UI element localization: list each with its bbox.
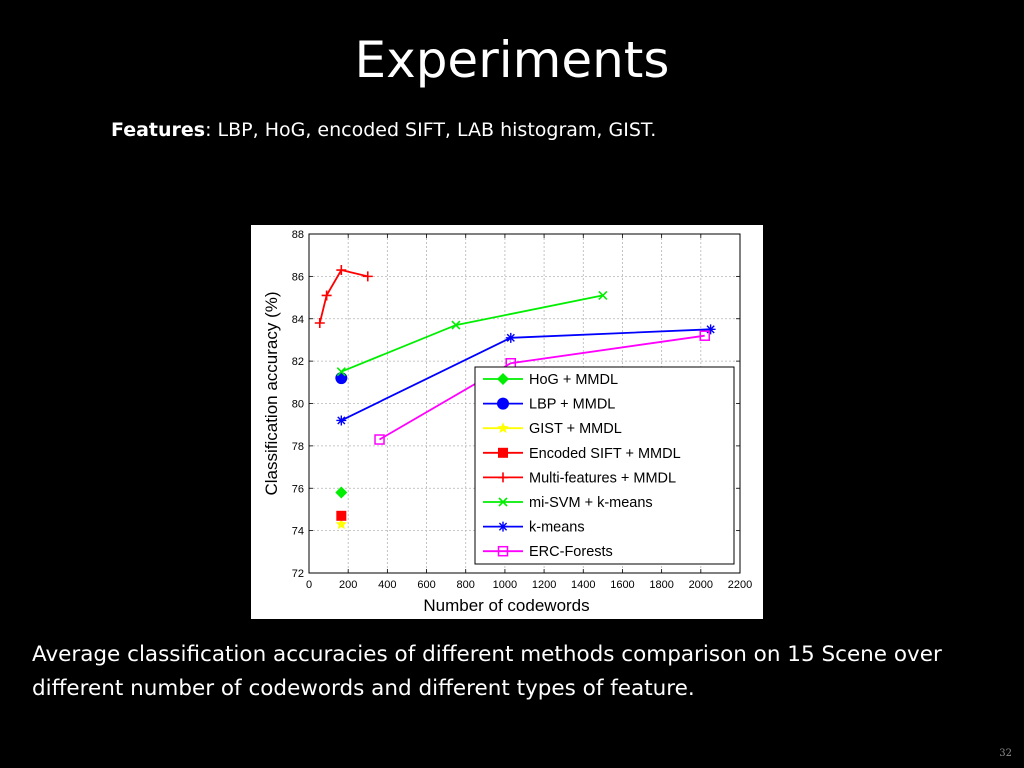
legend-marker <box>498 497 508 507</box>
slide-title: Experiments <box>354 31 670 89</box>
legend-box <box>474 366 735 565</box>
data-point <box>336 367 346 377</box>
legend-item: mi-SVM + k-means <box>483 495 653 511</box>
data-point <box>335 486 348 499</box>
legend-label: HoG + MMDL <box>529 372 618 388</box>
legend-label: ERC-Forests <box>529 544 613 560</box>
y-axis-label: Classification accuracy (%) <box>262 291 281 495</box>
legend-label: LBP + MMDL <box>529 397 615 413</box>
legend-label: Encoded SIFT + MMDL <box>529 446 681 462</box>
legend-label: Multi-features + MMDL <box>529 470 676 486</box>
data-point <box>374 434 385 445</box>
y-tick-label: 84 <box>292 314 304 326</box>
legend-marker <box>497 545 509 557</box>
series-line <box>318 268 369 324</box>
y-tick-label: 72 <box>292 568 304 580</box>
legend-item: GIST + MMDL <box>483 421 622 437</box>
chart-caption: Average classification accuracies of dif… <box>32 642 942 701</box>
legend-item: k-means <box>483 520 585 536</box>
x-tick-label: 1800 <box>649 579 673 591</box>
data-point <box>336 265 347 276</box>
features-text: : LBP, HoG, encoded SIFT, LAB histogram,… <box>205 119 657 141</box>
y-tick-label: 88 <box>292 229 304 241</box>
data-point <box>335 518 348 530</box>
y-tick-label: 80 <box>292 399 304 411</box>
legend-marker <box>498 447 508 458</box>
series-1 <box>335 372 348 385</box>
series-4 <box>314 265 373 328</box>
data-point <box>336 415 347 426</box>
y-tick-label: 76 <box>292 483 304 495</box>
data-point <box>598 290 608 301</box>
y-tick-label: 78 <box>292 441 304 453</box>
y-tick-label: 82 <box>292 356 304 368</box>
x-tick-label: 2000 <box>689 579 713 591</box>
series-3 <box>336 510 347 521</box>
legend-item: Encoded SIFT + MMDL <box>483 446 681 462</box>
legend-marker <box>497 373 509 385</box>
legend-label: k-means <box>529 520 585 536</box>
series-6 <box>336 324 716 426</box>
legend-marker <box>498 521 508 532</box>
chart-panel: 0 200 400 600 800 1000 1200 1400 1600 1800 2000 220… <box>251 225 763 619</box>
legend: HoG + MMDL LBP + MMDL GIST + MMDL Encoded S… <box>474 366 735 565</box>
y-tick-label: 86 <box>292 271 304 283</box>
data-point <box>336 510 347 521</box>
x-tick-label: 2200 <box>728 579 752 591</box>
x-tick-label: 800 <box>457 579 475 591</box>
x-tick-label: 1600 <box>610 579 634 591</box>
data-point <box>451 320 461 330</box>
legend-item: HoG + MMDL <box>483 372 618 388</box>
x-tick-label: 1000 <box>493 579 517 591</box>
features-label: Features <box>111 119 206 141</box>
data-point <box>335 372 348 385</box>
data-point <box>314 317 325 328</box>
series-5 <box>336 290 608 377</box>
x-tick-label: 200 <box>339 579 357 591</box>
legend-marker <box>498 472 508 483</box>
legend-item: Multi-features + MMDL <box>483 470 676 486</box>
data-point <box>505 332 516 343</box>
data-point <box>705 324 716 335</box>
features-line: Features: LBP, HoG, encoded SIFT, LAB hi… <box>111 117 656 143</box>
legend-label: mi-SVM + k-means <box>529 495 653 511</box>
legend-label: GIST + MMDL <box>529 421 622 437</box>
x-axis-label: Number of codewords <box>423 596 589 615</box>
axes-frame <box>308 233 741 574</box>
legend-marker <box>497 422 509 434</box>
accuracy-chart: 0 200 400 600 800 1000 1200 1400 1600 1800 2000 220… <box>262 229 752 615</box>
series-line <box>379 334 705 441</box>
x-tick-label: 1200 <box>532 579 556 591</box>
legend-marker <box>497 397 509 410</box>
legend-item: LBP + MMDL <box>483 397 615 413</box>
x-tick-label: 400 <box>378 579 396 591</box>
data-point <box>362 271 373 282</box>
series-2 <box>335 518 348 530</box>
x-tick-label: 600 <box>417 579 435 591</box>
slide-number: 32 <box>999 748 1012 759</box>
x-tick-label: 0 <box>306 579 312 591</box>
y-tick-label: 74 <box>292 526 304 538</box>
series-0 <box>335 486 348 499</box>
data-point <box>699 330 710 341</box>
x-tick-label: 1400 <box>571 579 595 591</box>
data-point <box>321 290 332 301</box>
legend-item: ERC-Forests <box>483 544 613 560</box>
